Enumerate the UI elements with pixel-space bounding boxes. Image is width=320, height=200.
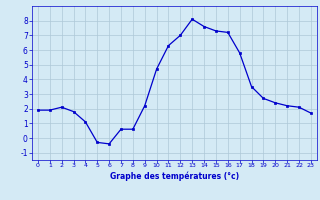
X-axis label: Graphe des températures (°c): Graphe des températures (°c) (110, 171, 239, 181)
